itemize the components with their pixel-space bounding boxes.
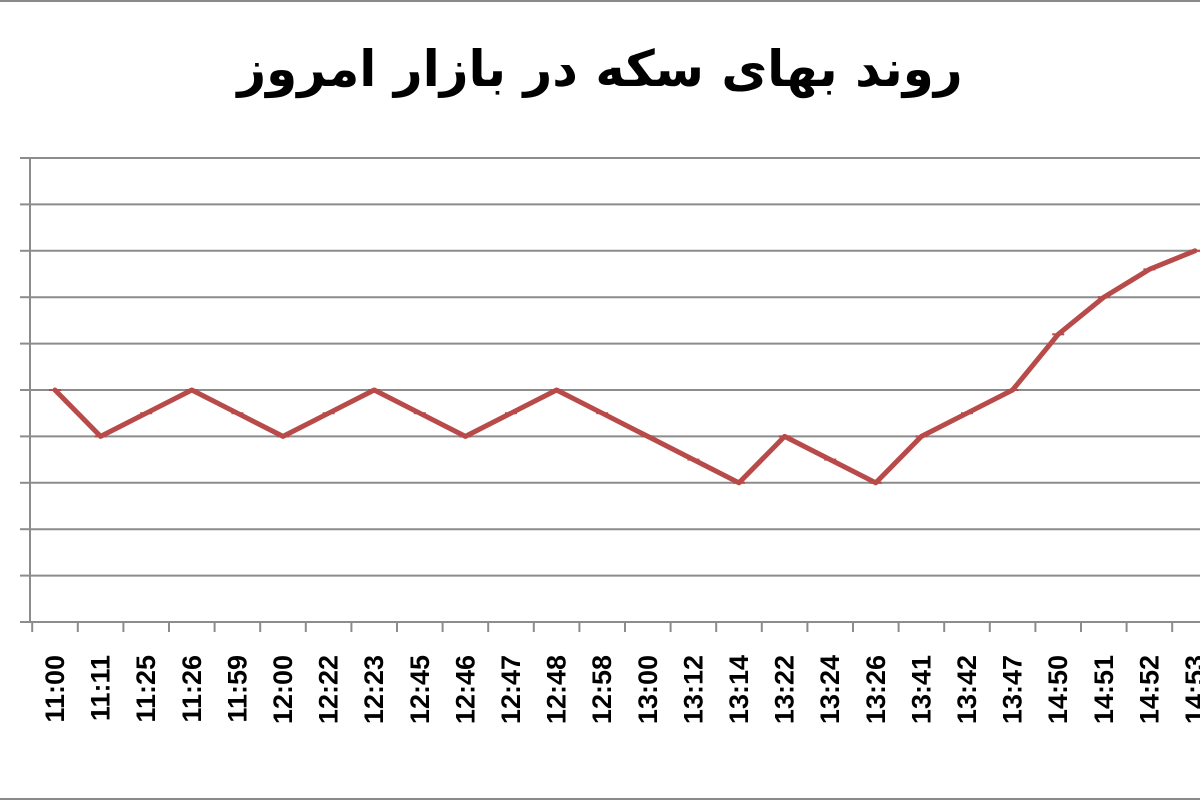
x-tick-label: 14:52 xyxy=(1134,655,1164,724)
chart-title: روند بهای سکه در بازار امروز xyxy=(237,40,963,98)
x-tick-label: 12:23 xyxy=(359,655,389,724)
x-tick-label: 14:53 xyxy=(1180,655,1200,724)
x-tick-label: 11:25 xyxy=(131,655,161,723)
x-tick-label: 13:42 xyxy=(952,655,982,724)
x-tick-label: 12:22 xyxy=(314,655,344,724)
x-tick-label: 12:58 xyxy=(587,655,617,724)
x-tick-label: 14:51 xyxy=(1089,655,1119,724)
x-tick-label: 12:00 xyxy=(268,655,298,724)
axes xyxy=(20,157,1200,632)
x-tick-label: 11:00 xyxy=(40,655,70,723)
x-tick-labels: 11:00 11:11 11:25 11:26 11:59 12:00 12:22 12:23… xyxy=(40,655,1200,724)
x-tick-label: 13:00 xyxy=(633,655,663,724)
series-line xyxy=(52,248,1198,486)
x-tick-label: 13:41 xyxy=(906,655,936,724)
x-tick-label: 13:12 xyxy=(678,655,708,724)
x-tick-label: 13:47 xyxy=(998,655,1028,724)
x-tick-label: 11:59 xyxy=(222,655,252,723)
x-tick-label: 12:45 xyxy=(405,655,435,724)
series xyxy=(49,248,1200,486)
x-tick-label: 11:26 xyxy=(177,655,207,723)
gridlines xyxy=(30,157,1200,577)
x-tick-label: 14:50 xyxy=(1043,655,1073,724)
x-tick-label: 13:14 xyxy=(724,655,754,724)
x-tick-label: 13:22 xyxy=(770,655,800,724)
x-tick-label: 12:47 xyxy=(496,655,526,724)
x-tick-label: 13:24 xyxy=(815,655,845,724)
x-tick-label: 11:11 xyxy=(86,655,116,721)
x-tick-label: 12:48 xyxy=(542,655,572,724)
x-tick-label: 12:46 xyxy=(450,655,480,724)
x-tick-label: 13:26 xyxy=(861,655,891,724)
